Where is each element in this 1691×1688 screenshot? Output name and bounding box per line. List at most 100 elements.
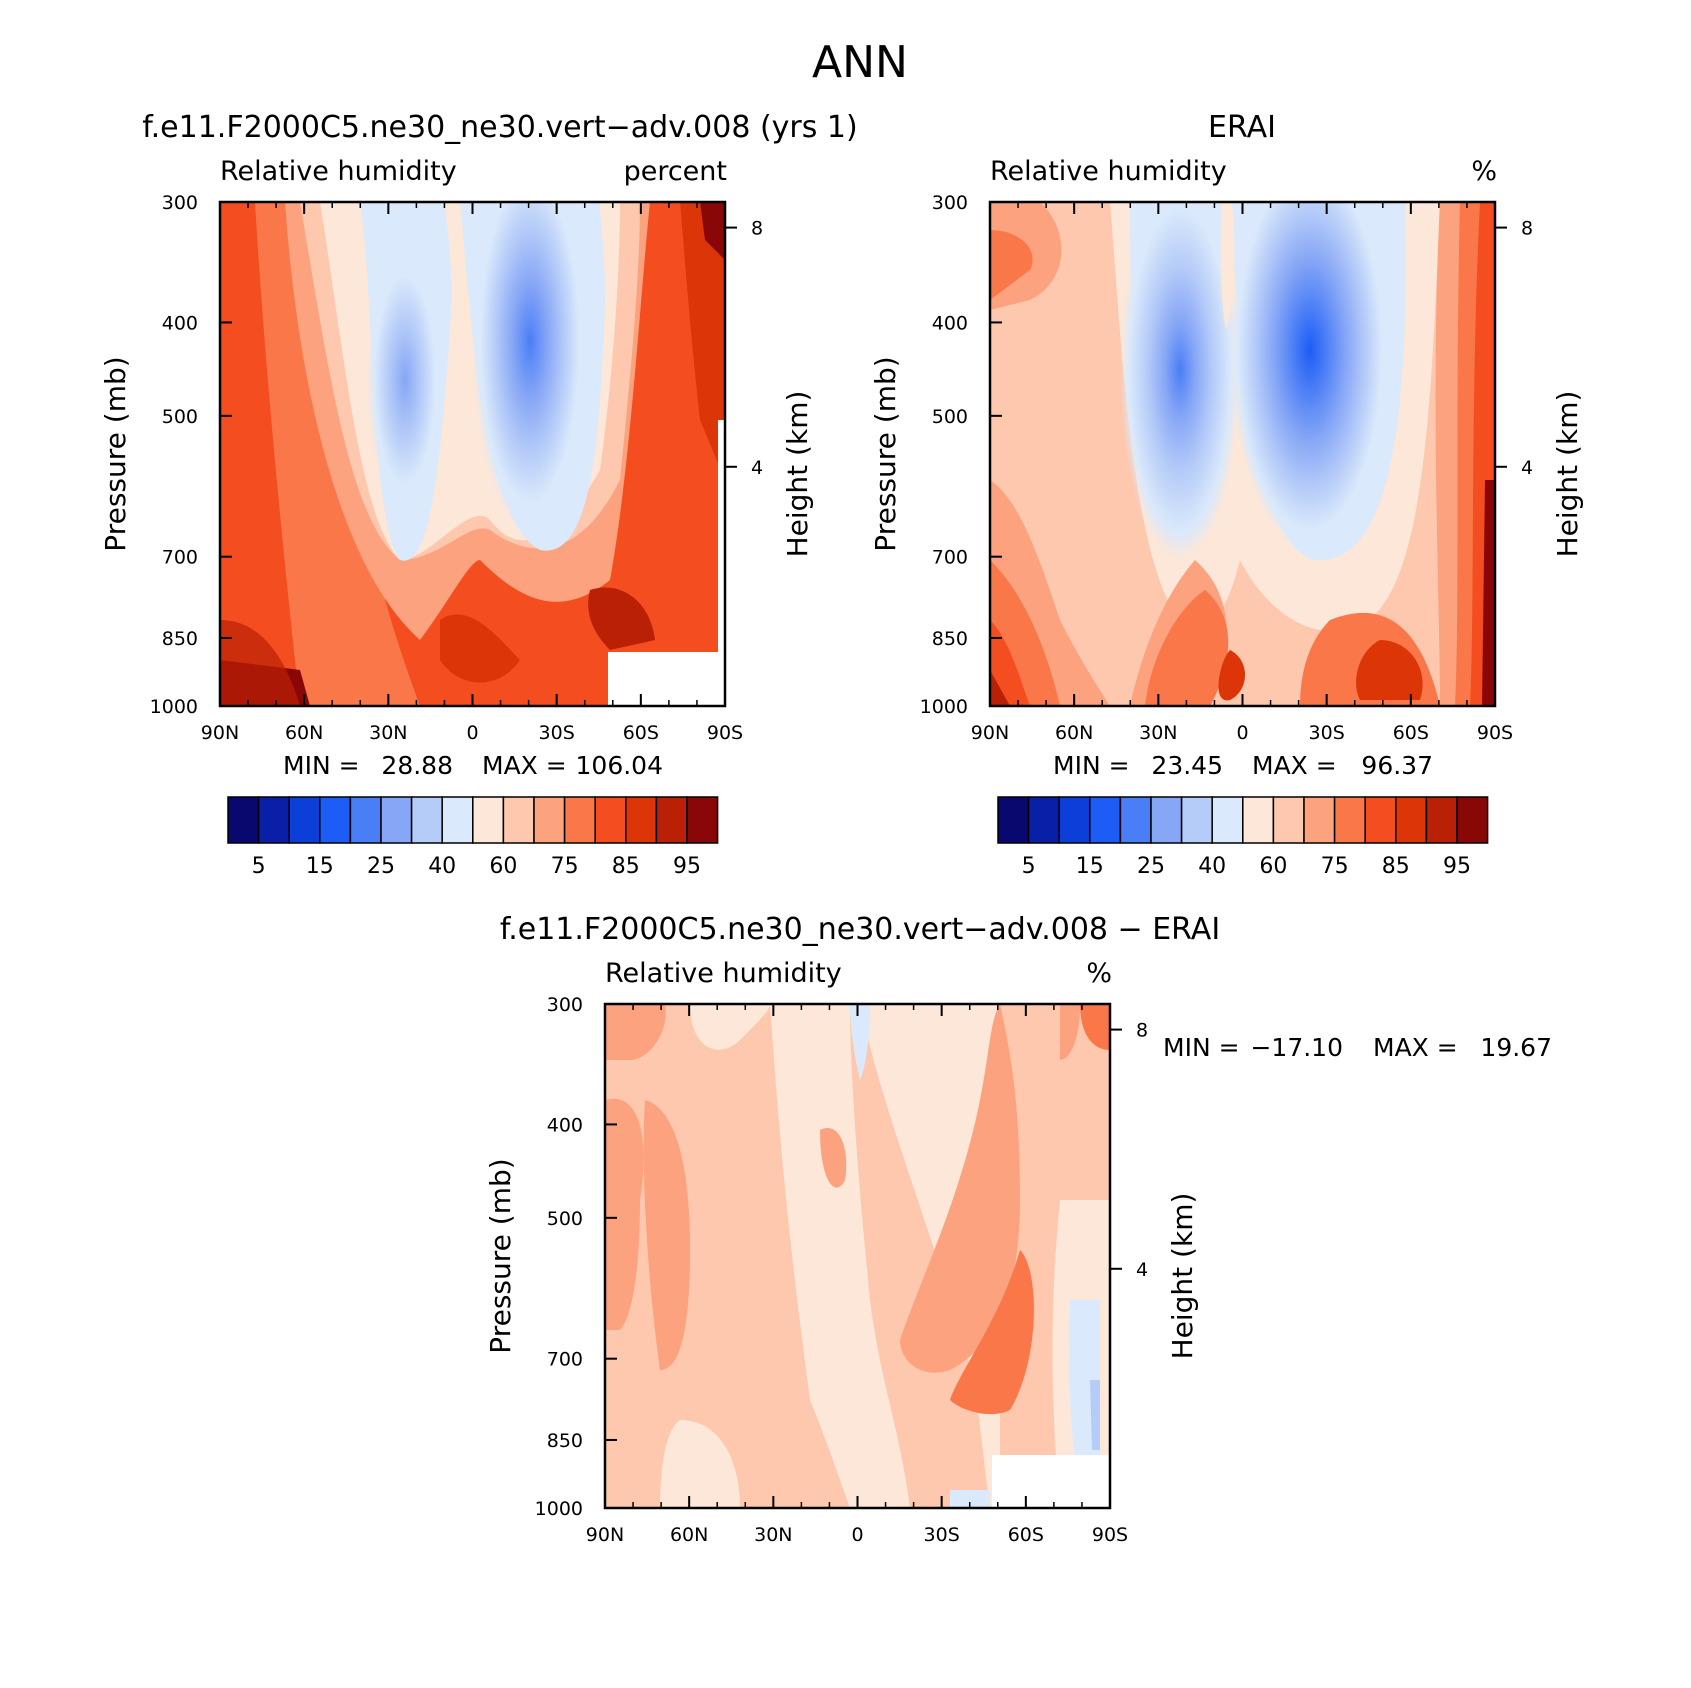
colorbar-swatch bbox=[1180, 796, 1213, 844]
y-tick-label: 300 bbox=[162, 192, 198, 214]
colorbar-swatch bbox=[319, 796, 352, 844]
colorbar-swatch bbox=[380, 796, 413, 844]
colorbar-swatch bbox=[410, 796, 443, 844]
panel-model: f.e11.F2000C5.ne30_ne30.vert−adv.008 (yr… bbox=[99, 110, 858, 879]
panel-2-contours bbox=[990, 202, 1495, 706]
x-tick-label: 90N bbox=[586, 1524, 624, 1546]
colorbar-swatch bbox=[257, 796, 290, 844]
colorbar-label: 95 bbox=[1443, 854, 1471, 879]
x-tick-label: 30S bbox=[924, 1524, 960, 1546]
y-tick-label: 1000 bbox=[150, 696, 198, 718]
colorbar-swatch bbox=[349, 796, 382, 844]
colorbar-label: 15 bbox=[306, 854, 334, 879]
x-tick-label: 30N bbox=[369, 722, 407, 744]
panel-1-title: f.e11.F2000C5.ne30_ne30.vert−adv.008 (yr… bbox=[142, 110, 857, 145]
panel-2-min-label: MIN = bbox=[1053, 751, 1130, 780]
colorbar-swatch bbox=[1027, 796, 1060, 844]
y-tick-label: 300 bbox=[932, 192, 968, 214]
panel-2-axes: 90N 60N 30N 0 30S 60S 90S 300 400 500 700 850 1000 8 4… bbox=[869, 192, 1584, 744]
x-tick-label: 90N bbox=[201, 722, 239, 744]
panel-2-right-label: % bbox=[1471, 156, 1497, 187]
panel-2-title: ERAI bbox=[1208, 110, 1276, 145]
y2-tick-label: 8 bbox=[1521, 218, 1533, 240]
colorbar-label: 25 bbox=[1137, 854, 1165, 879]
colorbar-swatch bbox=[563, 796, 596, 844]
figure-title: ANN bbox=[812, 37, 908, 88]
y-tick-label: 400 bbox=[932, 312, 968, 334]
colorbar-swatch bbox=[441, 796, 474, 844]
panel-3-right-label: % bbox=[1086, 958, 1112, 989]
panel-3-min-value: −17.10 bbox=[1250, 1033, 1343, 1062]
colorbar-swatch bbox=[1242, 796, 1275, 844]
y-tick-label: 500 bbox=[162, 406, 198, 428]
panel-3-left-label: Relative humidity bbox=[605, 958, 842, 989]
panel-2-max-label: MAX = bbox=[1252, 751, 1337, 780]
panel-1-min-value: 28.88 bbox=[381, 751, 453, 780]
y-tick-label: 700 bbox=[932, 547, 968, 569]
colorbar-swatch bbox=[1425, 796, 1458, 844]
y2-tick-label: 4 bbox=[751, 457, 763, 479]
colorbar-label: 95 bbox=[673, 854, 701, 879]
x-tick-label: 30S bbox=[1309, 722, 1345, 744]
y-axis-label: Pressure (mb) bbox=[99, 356, 132, 551]
colorbar-swatch bbox=[502, 796, 535, 844]
panel-2-min-value: 23.45 bbox=[1151, 751, 1223, 780]
colorbar-label: 60 bbox=[489, 854, 517, 879]
y-axis-label: Pressure (mb) bbox=[484, 1158, 517, 1353]
panel-3-title: f.e11.F2000C5.ne30_ne30.vert−adv.008 − E… bbox=[500, 912, 1220, 947]
colorbar-label: 40 bbox=[428, 854, 456, 879]
colorbar-swatch bbox=[997, 796, 1030, 844]
y2-axis-label: Height (km) bbox=[1551, 391, 1584, 558]
y-tick-label: 850 bbox=[162, 628, 198, 650]
x-tick-label: 30S bbox=[539, 722, 575, 744]
panel-2-left-label: Relative humidity bbox=[990, 156, 1227, 187]
y-tick-label: 850 bbox=[932, 628, 968, 650]
colorbar-label: 75 bbox=[1321, 854, 1349, 879]
panel-3-min-label: MIN = bbox=[1163, 1033, 1240, 1062]
colorbar-swatch bbox=[1272, 796, 1305, 844]
y-tick-label: 500 bbox=[932, 406, 968, 428]
y2-axis-label: Height (km) bbox=[781, 391, 814, 558]
x-tick-label: 0 bbox=[466, 722, 478, 744]
colorbar-swatch bbox=[1333, 796, 1366, 844]
y-tick-label: 700 bbox=[162, 547, 198, 569]
colorbar-swatch bbox=[1089, 796, 1122, 844]
x-tick-label: 90S bbox=[1092, 1524, 1128, 1546]
colorbar-label: 5 bbox=[1022, 854, 1036, 879]
x-tick-label: 60S bbox=[1393, 722, 1429, 744]
colorbar-swatch bbox=[1456, 796, 1489, 844]
y-tick-label: 1000 bbox=[535, 1498, 583, 1520]
y-tick-label: 400 bbox=[547, 1114, 583, 1136]
colorbar-swatch bbox=[1303, 796, 1336, 844]
panel-1-axes: 90N 60N 30N 0 30S 60S 90S 300 400 500 700 850 1000 8 4… bbox=[99, 192, 814, 744]
colorbar-swatch bbox=[1395, 796, 1428, 844]
colorbar-swatch bbox=[594, 796, 627, 844]
y-tick-label: 400 bbox=[162, 312, 198, 334]
x-tick-label: 60N bbox=[285, 722, 323, 744]
x-tick-label: 0 bbox=[851, 1524, 863, 1546]
panel-erai: ERAI Relative humidity % bbox=[869, 110, 1584, 879]
panel-3-max-value: 19.67 bbox=[1480, 1033, 1552, 1062]
colorbar-swatch bbox=[472, 796, 505, 844]
x-tick-label: 60N bbox=[1055, 722, 1093, 744]
x-tick-label: 90S bbox=[707, 722, 743, 744]
colorbar-swatch bbox=[655, 796, 688, 844]
colorbar-swatch bbox=[1150, 796, 1183, 844]
y2-tick-label: 8 bbox=[1136, 1020, 1148, 1042]
panel-1-left-label: Relative humidity bbox=[220, 156, 457, 187]
y-tick-label: 850 bbox=[547, 1430, 583, 1452]
colorbar-swatch bbox=[1211, 796, 1244, 844]
panel-1-max-value: 106.04 bbox=[576, 751, 663, 780]
panel-difference: f.e11.F2000C5.ne30_ne30.vert−adv.008 − E… bbox=[484, 912, 1552, 1546]
panel-1-right-label: percent bbox=[624, 156, 727, 187]
y-tick-label: 700 bbox=[547, 1349, 583, 1371]
x-tick-label: 60S bbox=[1008, 1524, 1044, 1546]
colorbar-swatch bbox=[1119, 796, 1152, 844]
x-tick-label: 90S bbox=[1477, 722, 1513, 744]
colorbar-label: 25 bbox=[367, 854, 395, 879]
colorbar-label: 5 bbox=[252, 854, 266, 879]
panel-2-max-value: 96.37 bbox=[1361, 751, 1433, 780]
panel-2-colorbar: 5 15 25 40 60 75 85 95 bbox=[997, 796, 1489, 879]
colorbar-label: 15 bbox=[1076, 854, 1104, 879]
